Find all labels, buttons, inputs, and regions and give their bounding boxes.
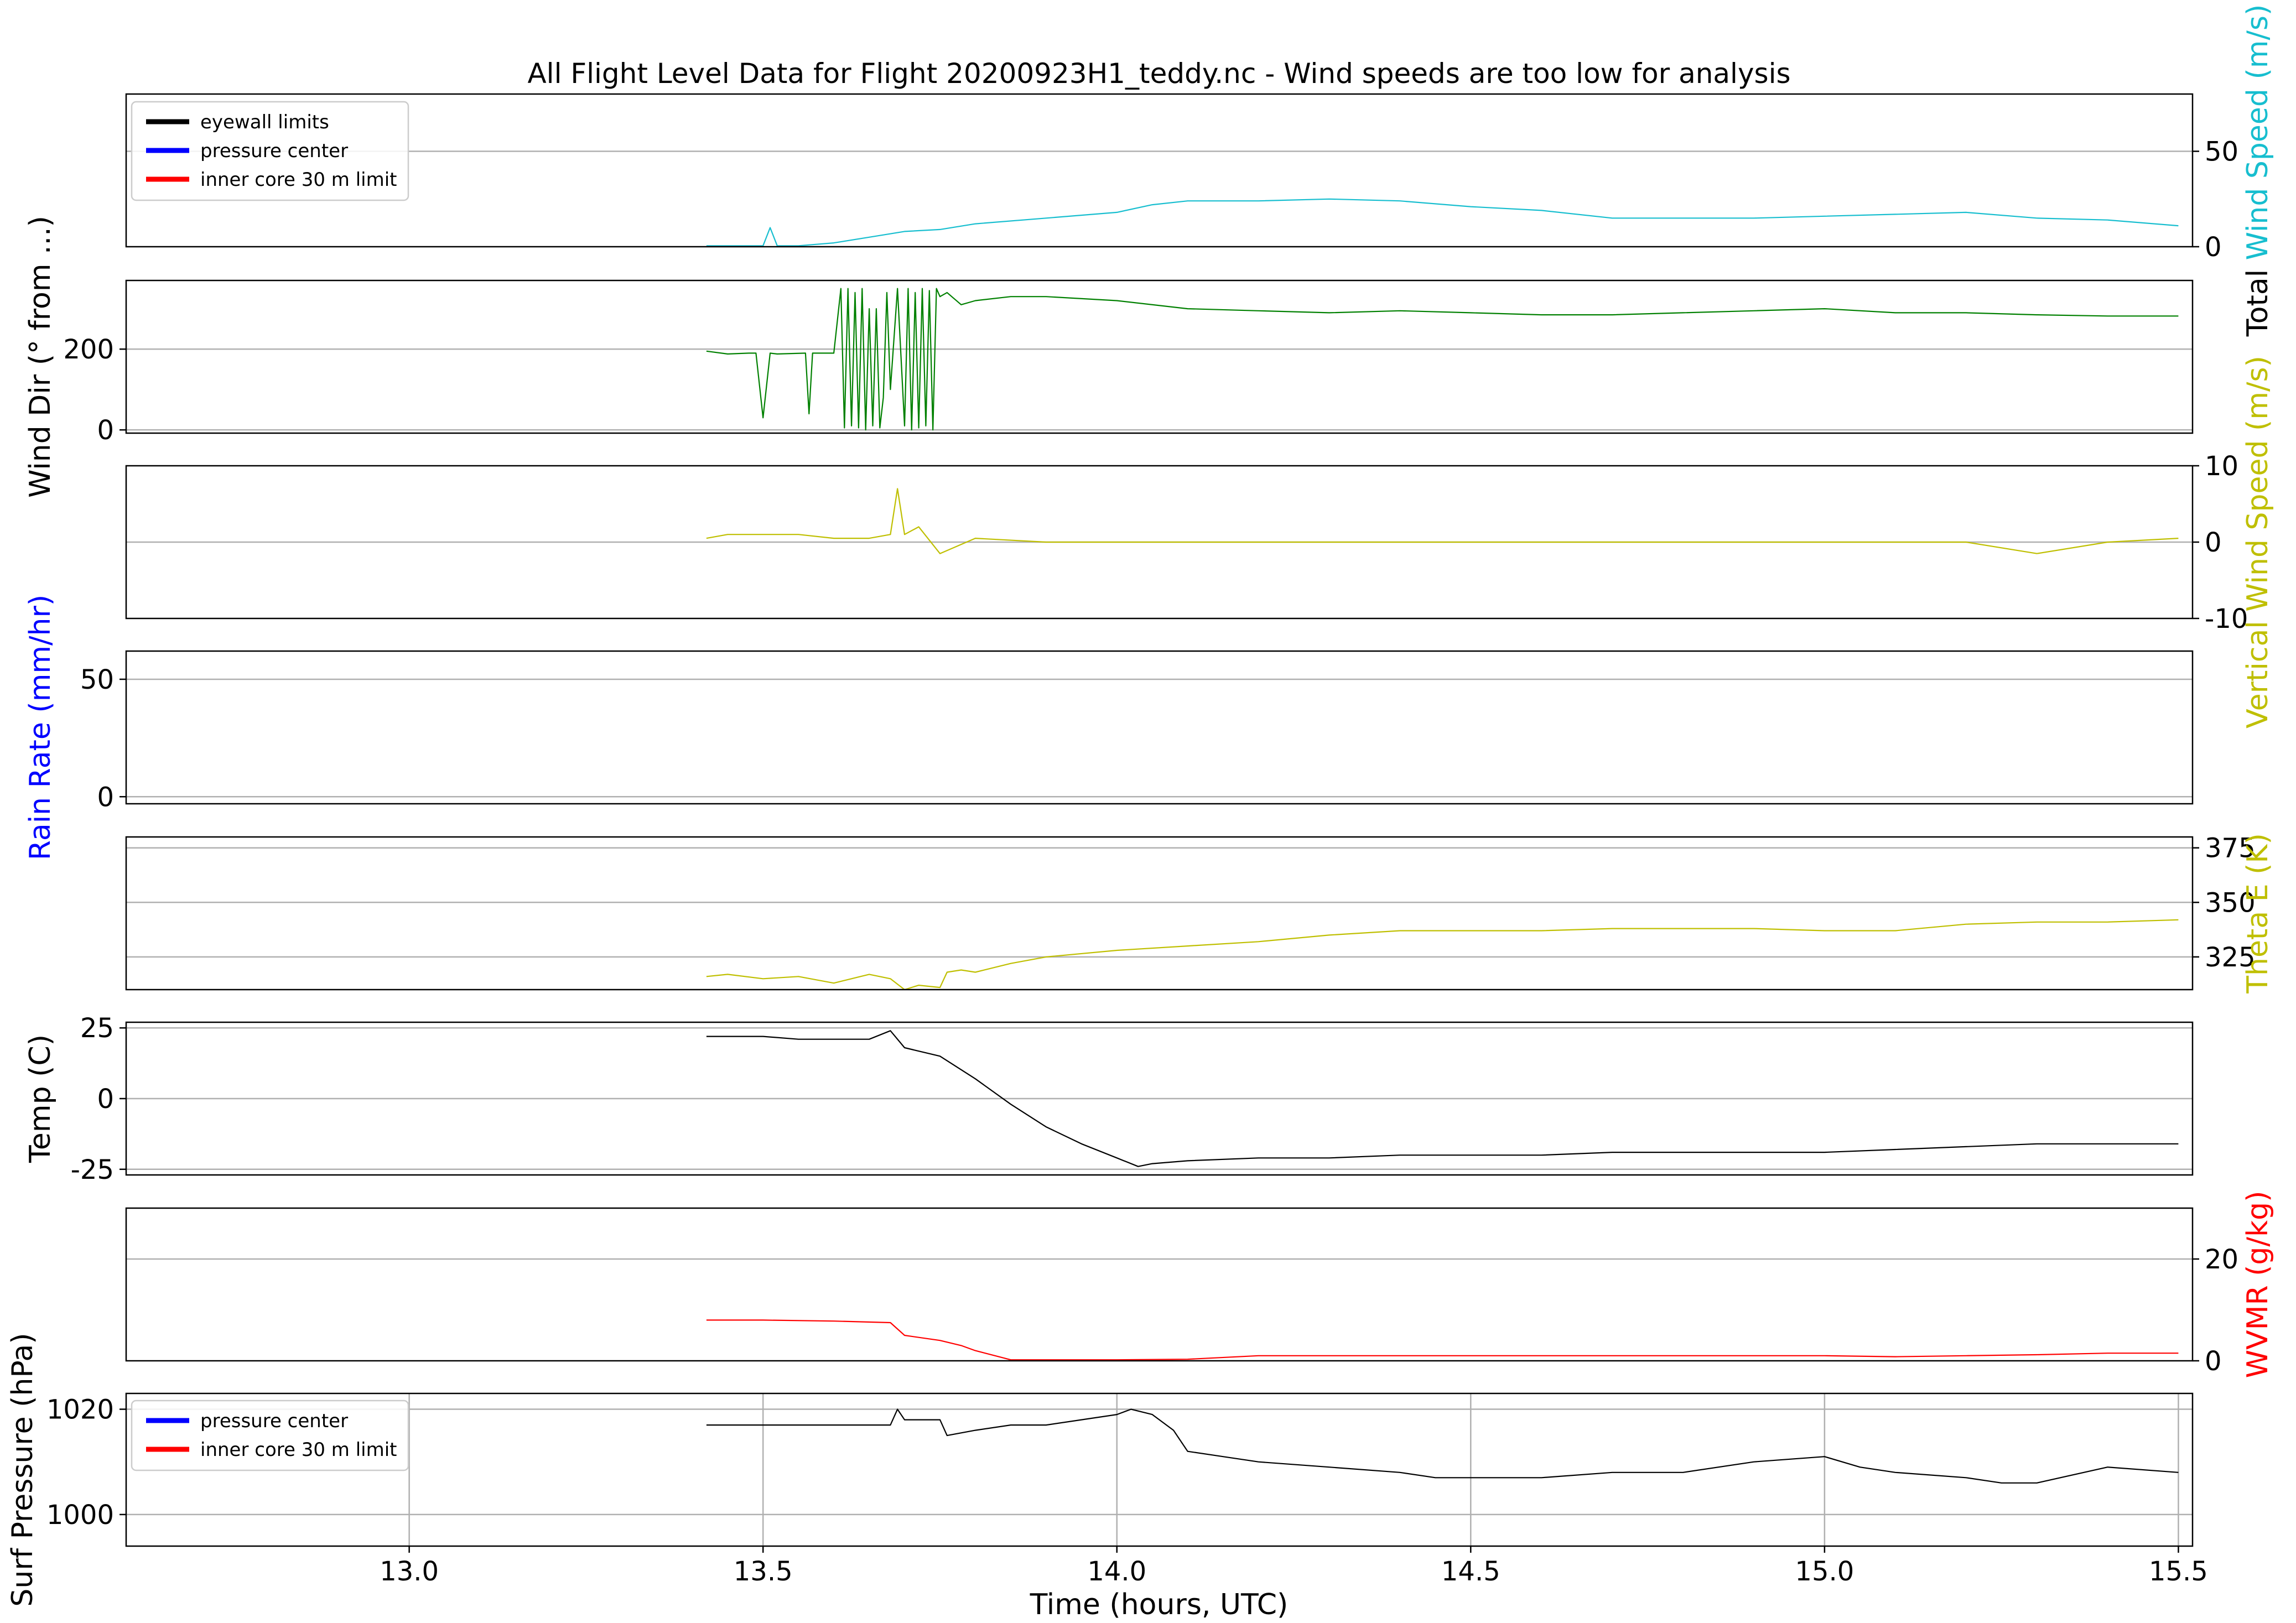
panel-7: 0 20 WVMR (g/kg) [125, 1191, 2274, 1378]
y-tick-label: 1000 [46, 1500, 114, 1531]
legend-label: pressure center [200, 1410, 348, 1432]
series-line-2-1 [706, 288, 2179, 431]
y-tick-label: 0 [97, 415, 114, 446]
y-tick-label: 50 [80, 664, 114, 695]
y-axis-label-part: Theta E (K) [2241, 833, 2274, 994]
series-line-8-1 [706, 1408, 2179, 1484]
axes-frame [125, 279, 2194, 434]
y-axis-label: WVMR (g/kg) [2241, 1191, 2274, 1378]
x-tick-label: 15.5 [2149, 1556, 2208, 1587]
series-line-5-1 [706, 919, 2179, 991]
y-axis-label: Surf Pressure (hPa) [6, 1333, 39, 1606]
x-tick-label: 14.0 [1087, 1556, 1146, 1587]
y-tick-label: 0 [97, 1084, 114, 1115]
legend-label: inner core 30 m limit [200, 169, 397, 191]
x-tick-label: 14.5 [1441, 1556, 1500, 1587]
legends: eyewall limits pressure center inner core … [131, 101, 409, 1471]
panel-4: 0 50 Rain Rate (mm/hr) [24, 595, 2194, 860]
axes-frame [125, 836, 2194, 991]
x-tick-label: 13.0 [380, 1556, 439, 1587]
axes-frame [125, 93, 2194, 248]
x-tick-label: 15.0 [1795, 1556, 1854, 1587]
y-axis-label: Vertical Wind Speed (m/s) [2241, 356, 2274, 729]
y-axis-label-part: Total [2241, 260, 2274, 337]
legend-label: pressure center [200, 140, 348, 162]
legend-label: inner core 30 m limit [200, 1439, 397, 1461]
legend-bottom: pressure center inner core 30 m limit [131, 1400, 409, 1471]
legend-box [131, 101, 409, 201]
axes-frame [125, 1392, 2194, 1547]
y-axis-label-part: WVMR (g/kg) [2241, 1191, 2274, 1378]
y-tick-label: 200 [63, 334, 114, 365]
y-axis-label: Rain Rate (mm/hr) [24, 595, 57, 860]
y-axis-label-part: Wind Speed (m/s) [2241, 4, 2274, 261]
y-tick-label: 0 [2205, 1346, 2222, 1377]
y-axis-label: Wind Dir (° from ...) [24, 216, 57, 498]
y-tick-label: 10 [2205, 451, 2238, 482]
y-tick-label: -25 [71, 1154, 114, 1185]
figure-title: All Flight Level Data for Flight 2020092… [527, 58, 1790, 90]
y-tick-label: 0 [2205, 527, 2222, 558]
series-line-7-1 [706, 1319, 2179, 1361]
series-line-6-1 [706, 1030, 2179, 1167]
y-tick-label: 375 [2205, 833, 2256, 864]
axes-frame [125, 1207, 2194, 1362]
y-tick-label: 350 [2205, 887, 2256, 918]
y-tick-label: 0 [97, 782, 114, 813]
y-tick-label: 1020 [46, 1395, 114, 1426]
y-axis-label-part: Vertical Wind Speed (m/s) [2241, 356, 2274, 729]
legend-label: eyewall limits [200, 111, 329, 133]
legend-top: eyewall limits pressure center inner core … [131, 101, 409, 201]
y-tick-label: 20 [2205, 1244, 2238, 1275]
y-tick-label: -10 [2205, 604, 2248, 634]
y-tick-label: 25 [80, 1013, 114, 1044]
y-tick-label: 325 [2205, 942, 2256, 973]
y-axis-label: Total Wind Speed (m/s) [2241, 4, 2274, 337]
x-axis-label: Time (hours, UTC) [1030, 1588, 1289, 1621]
series-line-3-1 [706, 488, 2179, 554]
series-line-1-1 [706, 198, 2179, 247]
legend-box [131, 1400, 409, 1471]
y-tick-label: 0 [2205, 232, 2222, 263]
y-tick-label: 50 [2205, 137, 2238, 168]
y-axis-label: Theta E (K) [2241, 833, 2274, 994]
y-axis-label: Temp (C) [24, 1034, 57, 1163]
y-axis-label-part: Rain Rate (mm/hr) [24, 595, 57, 860]
x-tick-label: 13.5 [734, 1556, 793, 1587]
panel-6: -25 0 25 Temp (C) [24, 1013, 2194, 1185]
panel-3: -10 0 10 Vertical Wind Speed (m/s) [125, 356, 2274, 729]
axes-frame [125, 650, 2194, 805]
